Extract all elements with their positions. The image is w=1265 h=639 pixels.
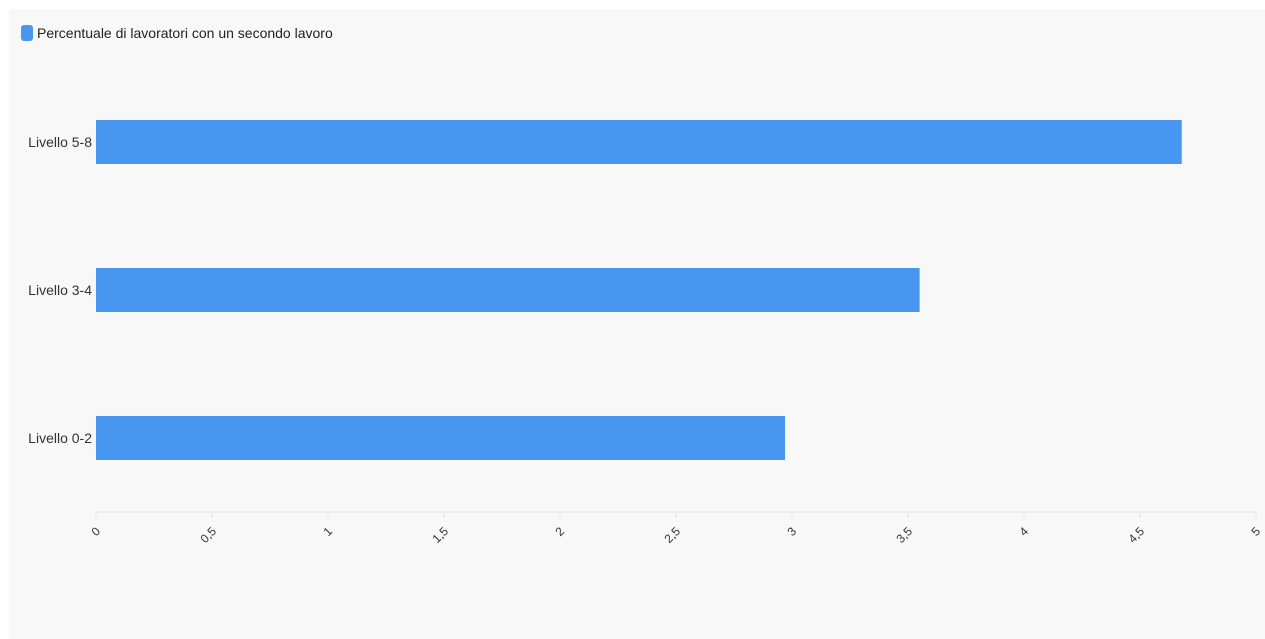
bar[interactable] — [96, 120, 1182, 164]
bar[interactable] — [96, 416, 786, 460]
x-tick-label: 1,5 — [429, 524, 451, 546]
chart-panel — [9, 9, 1265, 639]
x-tick-label: 3,5 — [893, 524, 915, 546]
x-tick-labels: 0 0,5 1 1,5 2 2,5 3 3,5 4 4,5 5 — [88, 524, 1263, 546]
x-tick-label: 4 — [1016, 524, 1031, 539]
x-tick-label: 3 — [784, 524, 799, 539]
x-tick-label: 0 — [88, 524, 103, 539]
x-tick-label: 1 — [320, 524, 335, 539]
x-tick-marks — [95, 512, 1257, 518]
category-labels: Livello 5-8 Livello 3-4 Livello 0-2 — [28, 134, 92, 446]
x-tick-label: 4,5 — [1125, 524, 1147, 546]
x-tick-label: 2 — [552, 524, 567, 539]
bars-group — [96, 120, 1182, 460]
x-tick-label: 5 — [1248, 524, 1263, 539]
legend-swatch — [21, 25, 33, 41]
category-label: Livello 5-8 — [28, 134, 92, 150]
x-tick-label: 0,5 — [197, 524, 219, 546]
chart-legend[interactable]: Percentuale di lavoratori con un secondo… — [21, 24, 333, 42]
legend-label: Percentuale di lavoratori con un secondo… — [37, 25, 333, 41]
category-label: Livello 0-2 — [28, 430, 92, 446]
category-label: Livello 3-4 — [28, 282, 92, 298]
x-tick-label: 2,5 — [661, 524, 683, 546]
bar[interactable] — [96, 268, 920, 312]
